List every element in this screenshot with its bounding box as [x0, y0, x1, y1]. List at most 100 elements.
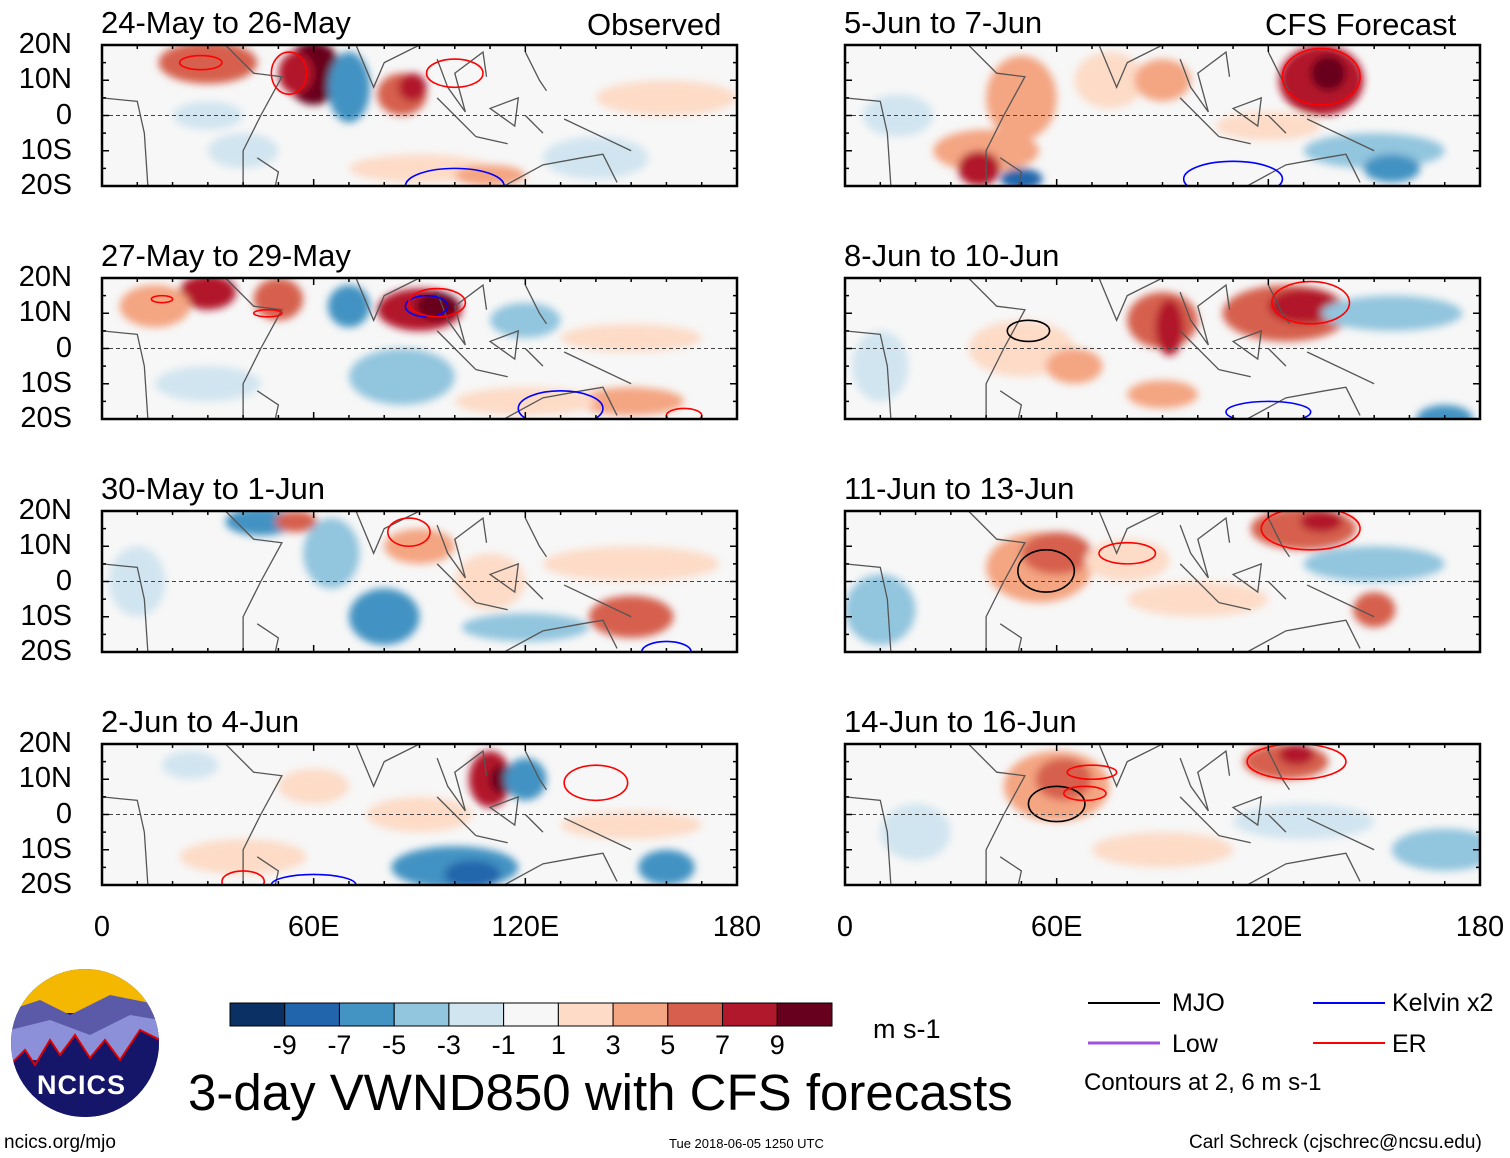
anomaly-shading — [578, 387, 685, 416]
coastline — [102, 45, 632, 186]
panel-title: 27-May to 29-May — [101, 238, 351, 273]
anomaly-shading — [1303, 546, 1445, 582]
lat-tick-label: 20N — [18, 494, 72, 526]
colorbar-swatch — [722, 1002, 778, 1027]
url-link[interactable]: ncics.org/mjo — [4, 1132, 116, 1153]
anomaly-shading — [1084, 539, 1170, 582]
anomaly-shading — [253, 278, 304, 321]
credit: Carl Schreck (cjschrec@ncsu.edu) — [1189, 1132, 1482, 1153]
lat-tick-label: 10N — [18, 529, 72, 562]
anomaly-shading — [1215, 111, 1322, 141]
lat-tick-label: 10S — [20, 832, 72, 865]
lat-tick-label: 10N — [18, 762, 72, 795]
anomaly-shading — [1074, 52, 1145, 109]
colorbar-label: -9 — [272, 1030, 297, 1060]
anomaly-shading — [398, 73, 427, 102]
panel-title: 14-Jun to 16-Jun — [844, 704, 1077, 739]
anomaly-shading — [278, 768, 349, 804]
panel-title: 8-Jun to 10-Jun — [844, 238, 1060, 273]
wave-contour — [1006, 319, 1051, 343]
anomaly-shading — [986, 55, 1057, 141]
lat-tick-label: 10S — [20, 133, 72, 166]
wave-contour — [1281, 47, 1361, 106]
lat-tick-label: 20S — [20, 402, 72, 434]
anomaly-shading — [560, 323, 702, 353]
colorbar-swatch — [229, 1002, 286, 1027]
anomaly-shading — [154, 366, 261, 402]
map-panel — [843, 43, 1482, 188]
wave-contour — [404, 294, 449, 318]
colorbar-label: 5 — [660, 1030, 676, 1060]
map-panel — [843, 276, 1482, 421]
wave-contour — [1182, 160, 1284, 186]
anomaly-shading — [415, 292, 459, 321]
lat-tick-label: 0 — [55, 331, 72, 364]
wave-contour — [1271, 280, 1351, 325]
anomaly-shading — [1300, 511, 1343, 533]
lat-tick-label: 10S — [20, 599, 72, 632]
colorbar-swatch — [448, 1002, 505, 1027]
anomaly-shading — [119, 285, 191, 328]
anomaly-shading — [327, 52, 371, 123]
lon-tick-label: 0 — [836, 911, 854, 943]
contour-note: Contours at 2, 6 m s-1 — [1084, 1069, 1322, 1096]
lon-tick-label: 0 — [93, 911, 111, 943]
anomaly-shading — [1363, 154, 1421, 183]
colorbar-label: -5 — [382, 1030, 407, 1060]
legend-kelvin: Kelvin x2 — [1392, 989, 1494, 1017]
colorbar-label: 3 — [605, 1030, 621, 1060]
lat-tick-label: 20N — [18, 261, 72, 293]
anomaly-shading — [542, 136, 649, 179]
map-panel — [100, 742, 739, 887]
anomaly-shading — [1391, 828, 1480, 871]
anomaly-shading — [348, 348, 455, 405]
anomaly-shading — [1127, 380, 1198, 409]
map-panel — [100, 509, 739, 654]
wave-contour — [252, 308, 283, 318]
wave-contour — [1062, 785, 1107, 802]
colorbar-swatch — [503, 1002, 559, 1027]
wave-contour — [425, 58, 484, 89]
lon-tick-label: 180 — [1455, 911, 1505, 943]
colorbar-swatch — [776, 1002, 833, 1027]
anomaly-shading — [845, 574, 916, 645]
anomaly-shading — [1268, 288, 1339, 324]
timestamp: Tue 2018-06-05 1250 UTC — [669, 1136, 824, 1151]
wave-contour — [404, 167, 505, 186]
wave-contour — [563, 764, 629, 802]
lat-tick-label: 0 — [55, 564, 72, 597]
lat-tick-label: 20S — [20, 868, 72, 900]
colorbar-label: -7 — [327, 1030, 352, 1060]
wave-contour — [517, 390, 604, 419]
lat-tick-label: 10N — [18, 63, 72, 96]
wave-contour — [1098, 541, 1157, 565]
legend-mjo: MJO — [1172, 989, 1225, 1017]
figure-title: 3-day VWND850 with CFS forecasts — [188, 1064, 1013, 1121]
anomaly-shading — [595, 80, 737, 116]
anomaly-shading — [880, 803, 951, 861]
coastline — [102, 744, 632, 885]
logo-text: NCICS — [37, 1070, 127, 1100]
panel-title: 2-Jun to 4-Jun — [101, 704, 300, 739]
panel-title: 11-Jun to 13-Jun — [844, 471, 1075, 506]
colorbar-swatch — [612, 1002, 669, 1027]
anomaly-shading — [1310, 55, 1346, 91]
anomaly-shading — [274, 511, 318, 533]
anomaly-shading — [1134, 59, 1191, 102]
map-panel — [100, 276, 739, 421]
anomaly-shading — [1321, 295, 1463, 331]
panel-title: 30-May to 1-Jun — [101, 471, 325, 506]
cfs-forecast-label: CFS Forecast — [1265, 7, 1457, 42]
anomaly-shading — [638, 849, 695, 885]
lon-tick-label: 180 — [712, 911, 762, 943]
anomaly-shading — [542, 546, 720, 582]
ncics-logo — [11, 969, 159, 1117]
anomaly-shading — [327, 285, 371, 328]
wave-contour — [270, 51, 308, 96]
legend-low: Low — [1172, 1030, 1218, 1058]
colorbar-label: -3 — [436, 1030, 461, 1060]
colorbar-swatch — [284, 1002, 340, 1027]
coastline — [102, 511, 632, 652]
anomaly-shading — [504, 758, 547, 801]
